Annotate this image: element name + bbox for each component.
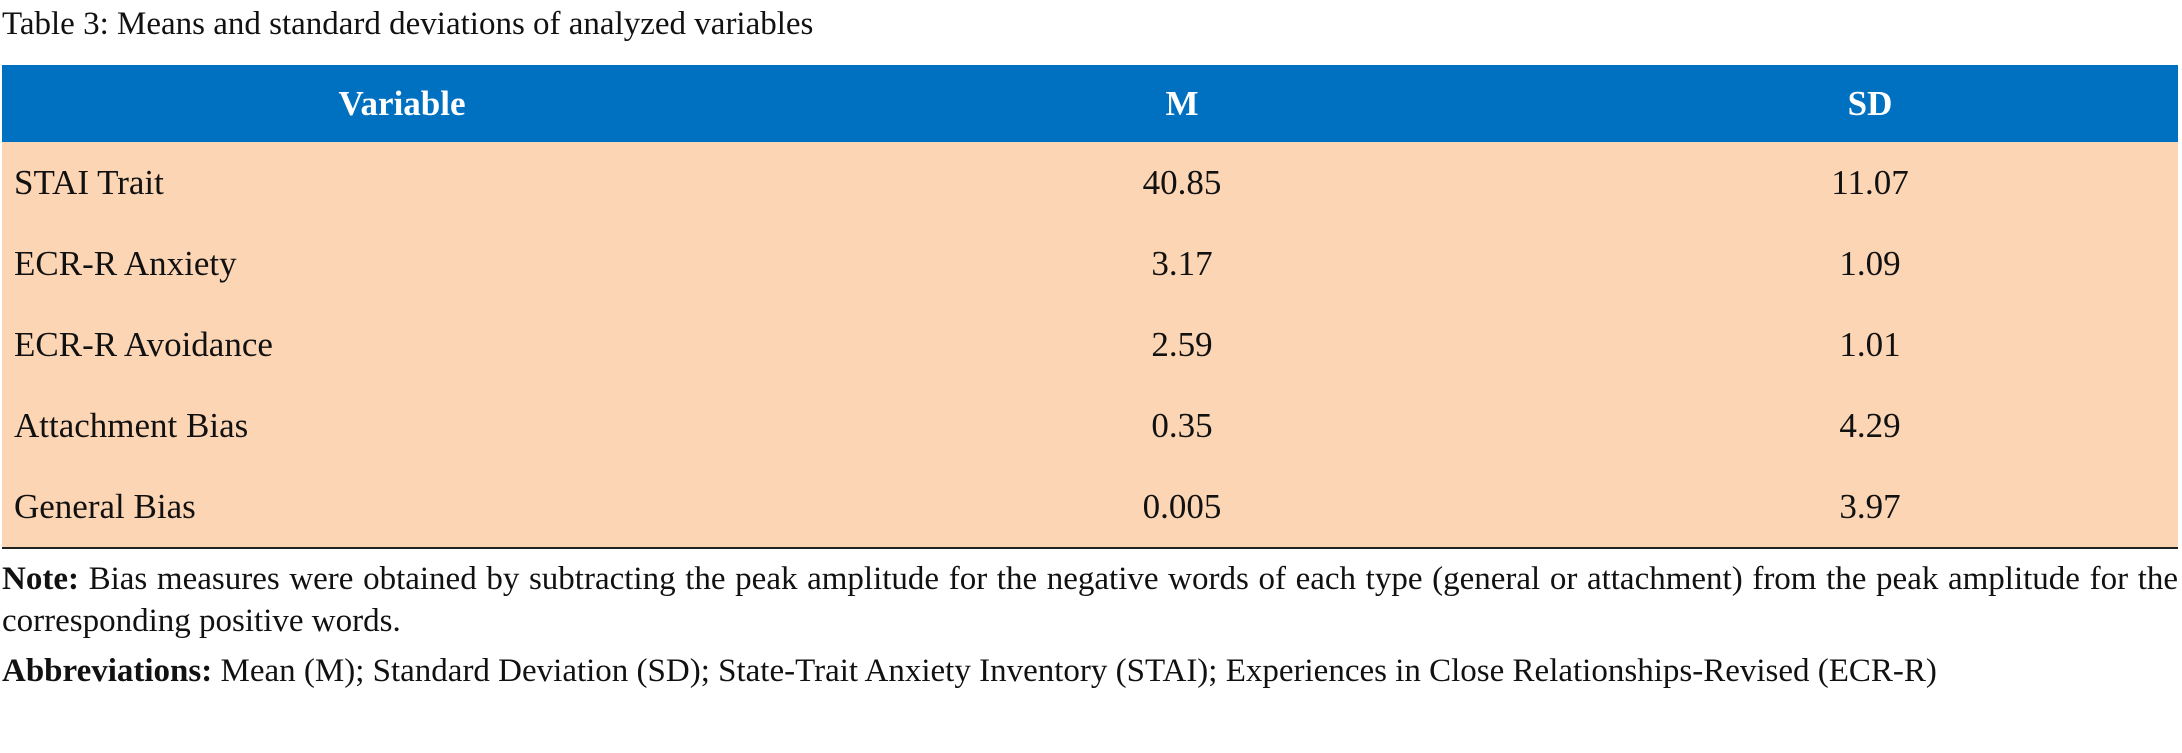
notes: Note: Bias measures were obtained by sub… (2, 558, 2178, 700)
value-cell: 3.97 (1562, 466, 2178, 549)
value-cell: 0.005 (802, 466, 1562, 549)
value-cell: 40.85 (802, 142, 1562, 223)
variable-cell: General Bias (2, 466, 802, 549)
value-cell: 4.29 (1562, 385, 2178, 466)
note: Note: Bias measures were obtained by sub… (2, 558, 2178, 642)
note-label: Note: (2, 561, 79, 597)
variable-cell: Attachment Bias (2, 385, 802, 466)
data-table: Variable M SD STAI Trait 40.85 11.07 ECR-R … (2, 65, 2178, 549)
table-title: Table 3: Means and standard deviations o… (2, 6, 814, 42)
value-cell: 0.35 (802, 385, 1562, 466)
header-row: Variable M SD (2, 65, 2178, 142)
value-cell: 11.07 (1562, 142, 2178, 223)
variable-cell: STAI Trait (2, 142, 802, 223)
table-body: STAI Trait 40.85 11.07 ECR-R Anxiety 3.17 1.0… (2, 142, 2178, 549)
variable-cell: ECR-R Avoidance (2, 304, 802, 385)
table-row: Attachment Bias 0.35 4.29 (2, 385, 2178, 466)
value-cell: 1.09 (1562, 223, 2178, 304)
value-cell: 1.01 (1562, 304, 2178, 385)
table-row: ECR-R Anxiety 3.17 1.09 (2, 223, 2178, 304)
variable-cell: ECR-R Anxiety (2, 223, 802, 304)
header-cell: SD (1562, 65, 2178, 142)
value-cell: 2.59 (802, 304, 1562, 385)
abbreviations: Abbreviations: Mean (M); Standard Deviat… (2, 650, 2178, 692)
table-row: General Bias 0.005 3.97 (2, 466, 2178, 549)
table-row: ECR-R Avoidance 2.59 1.01 (2, 304, 2178, 385)
header-cell: M (802, 65, 1562, 142)
note-text: Bias measures were obtained by subtracti… (2, 561, 2179, 639)
value-cell: 3.17 (802, 223, 1562, 304)
abbreviations-text: Mean (M); Standard Deviation (SD); State… (220, 653, 1937, 689)
table-row: STAI Trait 40.85 11.07 (2, 142, 2178, 223)
header-cell: Variable (2, 65, 802, 142)
abbreviations-label: Abbreviations: (2, 653, 213, 689)
